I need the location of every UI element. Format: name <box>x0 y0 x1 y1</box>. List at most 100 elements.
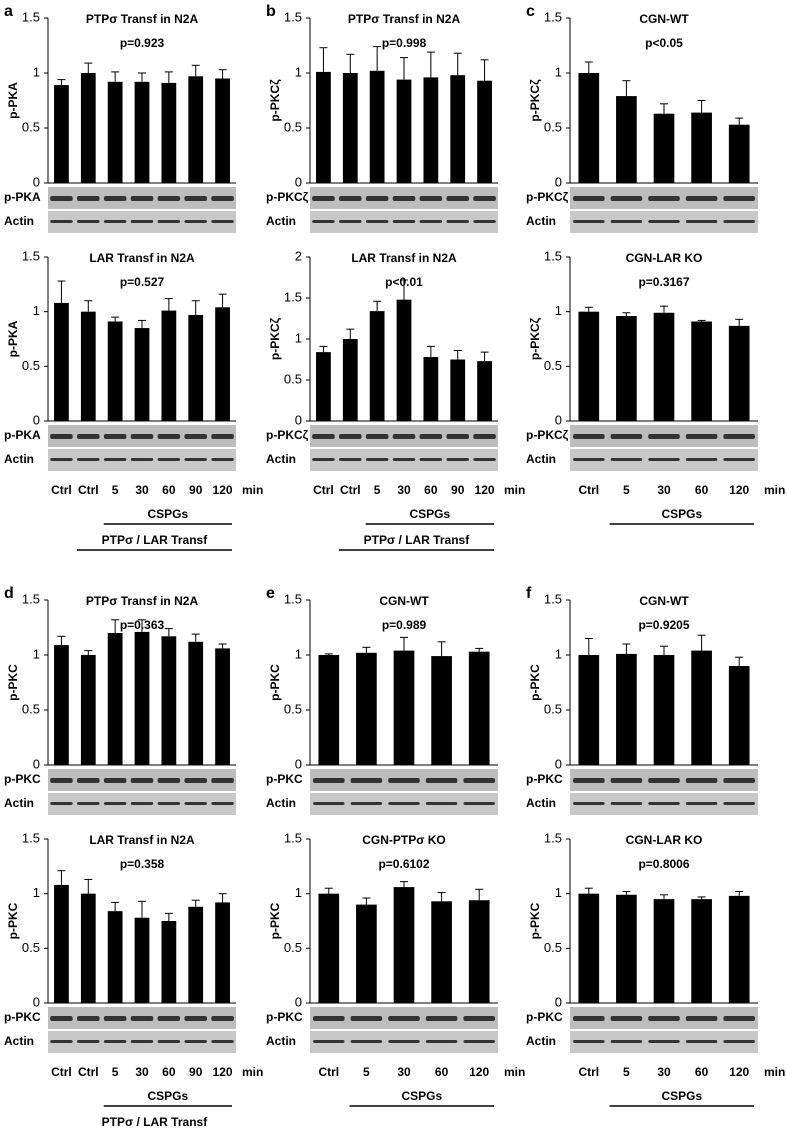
x-tick-label: 60 <box>162 1065 176 1079</box>
bar <box>653 655 675 765</box>
blot-band <box>425 802 458 805</box>
blot-band <box>723 196 755 201</box>
group-label: PTPσ / LAR Transf <box>102 533 209 547</box>
bar <box>393 887 415 1003</box>
group-label: PTPσ / LAR Transf <box>364 533 471 547</box>
y-tick-label: 1.5 <box>284 830 302 845</box>
blot-label: Actin <box>526 214 556 228</box>
blot-band <box>184 1016 207 1021</box>
annotation: p=0.527 <box>120 275 165 289</box>
blot-band <box>685 220 718 223</box>
blot-band <box>723 458 755 461</box>
x-tick-label: 5 <box>112 1065 119 1079</box>
blot-band <box>648 1016 680 1021</box>
y-tick-label: 1.5 <box>284 289 302 304</box>
bar <box>691 650 712 765</box>
blot-band <box>103 802 127 805</box>
blot-band <box>685 196 718 201</box>
chart-title: PTPσ Transf in N2A <box>86 594 199 608</box>
blot-band <box>157 220 181 223</box>
blot-band <box>130 778 154 783</box>
y-tick-label: 1 <box>555 646 562 661</box>
blot-label: Actin <box>266 796 296 810</box>
bar <box>316 352 331 421</box>
blot-band <box>77 458 100 461</box>
bar <box>396 299 412 421</box>
blot-band <box>388 1040 420 1043</box>
y-tick-label: 0 <box>33 174 40 189</box>
blot-band <box>184 802 207 805</box>
blot-band <box>211 778 234 783</box>
x-tick-label: 5 <box>112 483 119 497</box>
y-tick-label: 1 <box>33 885 40 900</box>
blot-band <box>648 802 680 805</box>
bar <box>578 655 600 765</box>
x-tick-label: Ctrl <box>78 483 99 497</box>
x-tick-label: 30 <box>397 483 411 497</box>
x-unit: min <box>504 483 525 497</box>
blot-band <box>157 778 181 783</box>
y-tick-label: 1 <box>33 646 40 661</box>
blot-band <box>365 458 389 461</box>
y-tick-label: 1 <box>295 885 302 900</box>
x-tick-label: 60 <box>424 483 438 497</box>
blot-band <box>573 196 605 201</box>
x-tick-label: 90 <box>189 1065 203 1079</box>
x-tick-label: Ctrl <box>78 1065 99 1079</box>
group-label: CSPGs <box>661 1089 702 1103</box>
blot-label: Actin <box>526 1034 556 1048</box>
blot-band <box>313 802 345 805</box>
bar <box>356 904 377 1003</box>
blot-band <box>723 1016 755 1021</box>
blot-label: p-PKC <box>526 772 563 786</box>
y-tick-label: 1 <box>295 646 302 661</box>
blot-band <box>77 1040 100 1043</box>
bar <box>616 894 637 1003</box>
blot-band <box>392 434 416 439</box>
bar <box>80 655 96 765</box>
blot-label: Actin <box>526 452 556 466</box>
group-label: PTPσ / LAR Transf <box>102 1115 209 1129</box>
y-tick-label: 0.5 <box>284 371 302 386</box>
blot-band <box>648 778 680 783</box>
bar <box>54 85 69 183</box>
blot-band <box>312 458 335 461</box>
blot-band <box>388 1016 420 1021</box>
blot-band <box>446 196 469 201</box>
bar <box>161 636 177 765</box>
x-tick-label: Ctrl <box>578 483 599 497</box>
bar <box>728 895 750 1003</box>
blot-label: p-PKCζ <box>526 428 569 442</box>
x-tick-label: 120 <box>469 1065 489 1079</box>
blot-band <box>77 196 100 201</box>
chart-title: LAR Transf in N2A <box>351 251 457 265</box>
blot-label: p-PKC <box>526 1010 563 1024</box>
chart-title: LAR Transf in N2A <box>89 251 195 265</box>
blot-band <box>573 802 605 805</box>
blot-band <box>473 458 496 461</box>
blot-band <box>350 1016 383 1021</box>
blot-band <box>685 1040 718 1043</box>
bar <box>369 311 385 421</box>
blot-band <box>211 1016 234 1021</box>
bar <box>450 75 466 183</box>
y-tick-label: 1.5 <box>544 591 562 606</box>
blot-band <box>463 778 495 783</box>
chart-title: CGN-WT <box>639 12 689 26</box>
bar <box>578 73 600 183</box>
blot-band <box>77 1016 100 1021</box>
blot-band <box>388 778 420 783</box>
blot-label: p-PKCζ <box>526 190 569 204</box>
x-tick-label: 60 <box>435 1065 449 1079</box>
blot-band <box>392 220 416 223</box>
y-tick-label: 1.5 <box>544 248 562 263</box>
blot-band <box>473 220 496 223</box>
chart-title: CGN-WT <box>639 594 689 608</box>
blot-band <box>211 1040 234 1043</box>
bar <box>161 921 177 1003</box>
bar <box>653 113 675 183</box>
blot-band <box>392 458 416 461</box>
bar <box>134 631 150 765</box>
bar <box>691 112 712 183</box>
blot-band <box>463 1016 495 1021</box>
